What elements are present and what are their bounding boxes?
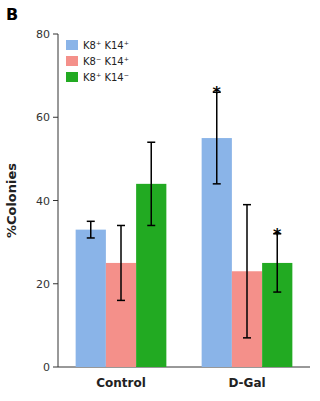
y-tick-label: 20 [36,278,50,291]
error-bar-line [246,205,248,338]
annotation: * [273,225,282,244]
error-bar-line [90,221,92,238]
error-bar [87,221,95,238]
legend-swatch [66,72,78,82]
y-tick [53,283,58,284]
y-tick-label: 40 [36,195,50,208]
error-bar [117,225,125,300]
error-bar-cap [273,291,281,293]
y-tick-label: 80 [36,28,50,41]
error-bar-cap [87,221,95,223]
error-bar-line [216,92,218,184]
y-axis: 0 20 40 60 80 [36,28,58,374]
legend-label: K8⁻ K14⁺ [83,56,129,67]
annotation: * [213,83,222,102]
y-axis-label: %Colonies [4,163,19,238]
legend-label: K8⁺ K14⁻ [83,72,129,83]
y-tick [53,367,58,368]
error-bar [243,205,251,338]
error-bar [213,92,221,184]
x-tick-label: Control [96,376,146,390]
y-tick-label: 60 [36,111,50,124]
title: B [6,5,18,24]
error-bar-cap [87,237,95,239]
legend-swatch [66,40,78,50]
error-bar-cap [213,183,221,185]
error-bar-cap [243,204,251,206]
error-bar-cap [147,225,155,227]
error-bar-cap [117,300,125,302]
error-bar-cap [147,141,155,143]
chart: 0 20 40 60 80 %Colonies Control D-Gal * * B K8⁺ K14… [0,0,320,401]
error-bar-cap [243,337,251,339]
error-bar-line [150,142,152,225]
error-bar-line [120,225,122,300]
legend: K8⁺ K14⁺ K8⁻ K14⁺ K8⁺ K14⁻ [66,40,129,83]
y-axis-line [58,34,59,367]
error-bar [147,142,155,225]
x-tick-label: D-Gal [228,376,265,390]
y-tick-label: 0 [43,361,50,374]
y-tick [53,117,58,118]
legend-label: K8⁺ K14⁺ [83,40,129,51]
bar [76,230,106,367]
y-tick [53,200,58,201]
legend-swatch [66,56,78,66]
y-tick [53,34,58,35]
plot-area [76,92,293,367]
error-bar-cap [117,225,125,227]
